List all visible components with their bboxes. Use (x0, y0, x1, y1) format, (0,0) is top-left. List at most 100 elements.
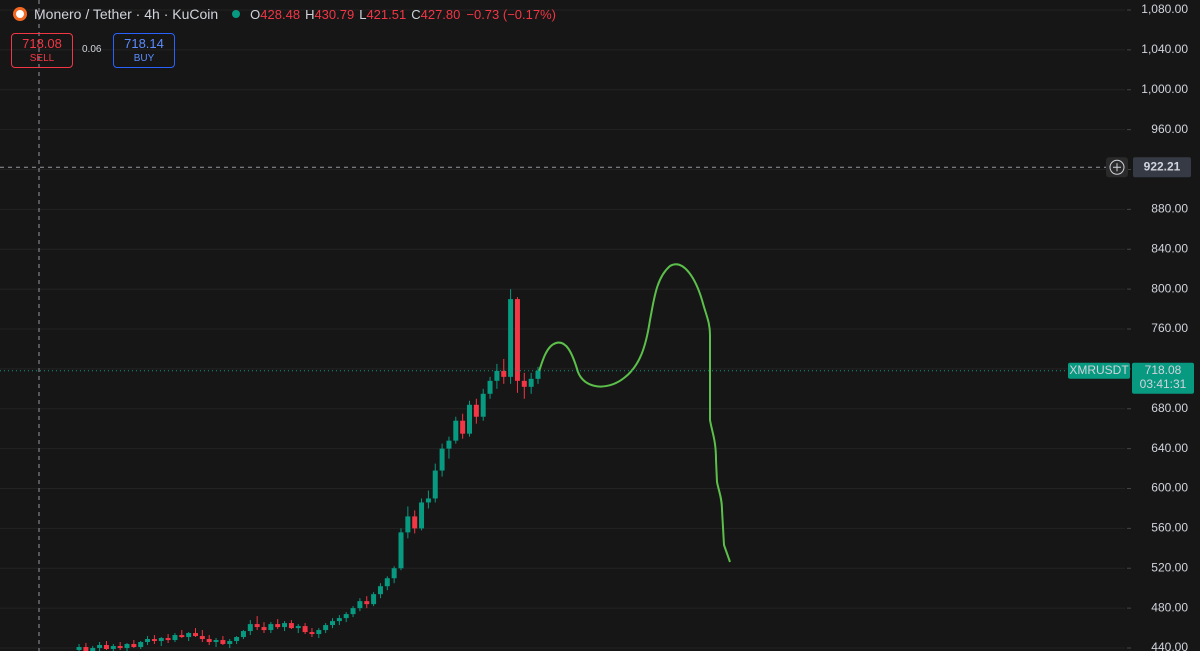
candle-body (514, 299, 520, 381)
candle-body (227, 641, 233, 645)
ohlc-item: O428.48 (250, 7, 300, 22)
candle-body (446, 440, 452, 449)
symbol-logo (13, 7, 27, 21)
y-tick-label: 1,040.00 (1141, 42, 1188, 56)
candle-body (398, 532, 404, 569)
candle-body (501, 370, 507, 377)
candle-body (473, 404, 479, 417)
sell-price: 718.08 (22, 35, 62, 51)
candle-body (371, 594, 377, 605)
buy-label: BUY (133, 52, 155, 64)
candle-body (234, 637, 240, 642)
crosshair-price-label: 922.21 (1144, 159, 1181, 173)
crosshair-plus-cross (1113, 163, 1121, 172)
candle-body (282, 623, 288, 628)
ohlc-value: 428.48 (260, 6, 301, 22)
candle-body (480, 393, 486, 417)
candle-body (391, 568, 397, 579)
y-tick-label: 840.00 (1151, 241, 1188, 255)
candle-body (179, 635, 185, 638)
candle-body (90, 648, 96, 651)
sell-label: SELL (29, 52, 55, 64)
y-tick-label: 640.00 (1151, 441, 1188, 455)
candle-body (76, 647, 82, 650)
candle-body (439, 448, 445, 471)
candle-body (419, 502, 425, 529)
y-tick-label: 760.00 (1151, 321, 1188, 335)
symbol-label: XMRUSDT (1069, 363, 1129, 377)
candle-body (453, 420, 459, 441)
last-price-label: 718.08 (1145, 363, 1182, 377)
candle-body (110, 646, 116, 649)
candle-body (302, 626, 308, 633)
candle-body (213, 640, 219, 643)
ohlc-key: C (411, 6, 421, 22)
ohlc-item: C427.80 (411, 7, 460, 22)
candle-body (138, 642, 144, 648)
candle-body (193, 633, 198, 637)
y-tick-label: 560.00 (1151, 521, 1188, 535)
y-tick-label: 520.00 (1151, 560, 1188, 574)
candle-body (295, 626, 301, 629)
candle-body (158, 638, 164, 642)
candle-body (275, 624, 281, 628)
candle-body (432, 470, 438, 499)
y-tick-label: 800.00 (1151, 281, 1188, 295)
candle-body (165, 638, 171, 641)
candle-body (199, 636, 205, 640)
symbol-tag (1068, 362, 1130, 379)
price-tag (1132, 362, 1194, 394)
spread: 0.06 (82, 44, 102, 55)
candle-body (220, 640, 226, 645)
candle-body (316, 630, 322, 635)
sell-button[interactable]: 718.08 SELL (11, 33, 73, 68)
candle-body (460, 420, 466, 434)
candle-body (494, 370, 500, 381)
candle-body (240, 631, 246, 638)
ohlc-key: L (359, 6, 367, 22)
candle-body (364, 601, 370, 605)
y-tick-label: 1,000.00 (1141, 82, 1188, 96)
candle-body (172, 635, 178, 641)
crosshair-plus (1109, 159, 1125, 175)
candle-body (83, 647, 89, 651)
crosshair-tag (1133, 157, 1191, 178)
candle-body (97, 645, 103, 648)
candle-body (268, 624, 274, 631)
title: Monero / Tether · 4h · KuCoin (34, 6, 219, 22)
y-tick-label: 1,080.00 (1141, 2, 1188, 16)
candle-body (508, 299, 514, 377)
candle-body (103, 645, 109, 649)
hand-drawn-line (536, 263, 731, 563)
candle-body (467, 404, 472, 434)
candle-body (145, 639, 151, 643)
candle-body (261, 627, 267, 631)
candle-body (487, 380, 493, 394)
header: Monero / Tether · 4h · KuCoin O428.48 H43… (12, 6, 556, 22)
candle-body (412, 516, 418, 529)
y-tick-label: 880.00 (1151, 202, 1188, 216)
buy-button[interactable]: 718.14 BUY (113, 33, 175, 68)
buy-price: 718.14 (124, 35, 164, 51)
ohlc-key: H (305, 6, 315, 22)
ohlc-value: 427.80 (420, 6, 461, 22)
ohlc-item: H430.79 (305, 7, 354, 22)
y-tick-label: 440.00 (1151, 640, 1188, 651)
candle-body (330, 621, 335, 626)
candle-body (357, 601, 363, 609)
candle-body (131, 644, 137, 648)
y-tick-label: 600.00 (1151, 481, 1188, 495)
candle-body (343, 614, 349, 619)
status-dot (232, 10, 241, 18)
candle-body (405, 516, 411, 533)
candle-body (425, 498, 431, 503)
ohlc-legend: O428.48 H430.79 L421.51 C427.80 (250, 7, 460, 22)
candle-body (151, 639, 157, 642)
candle-body (288, 623, 294, 629)
candle-body (377, 586, 383, 595)
candle-body (336, 618, 342, 622)
countdown-label: 03:41:31 (1140, 377, 1187, 391)
candle-body (535, 370, 541, 379)
